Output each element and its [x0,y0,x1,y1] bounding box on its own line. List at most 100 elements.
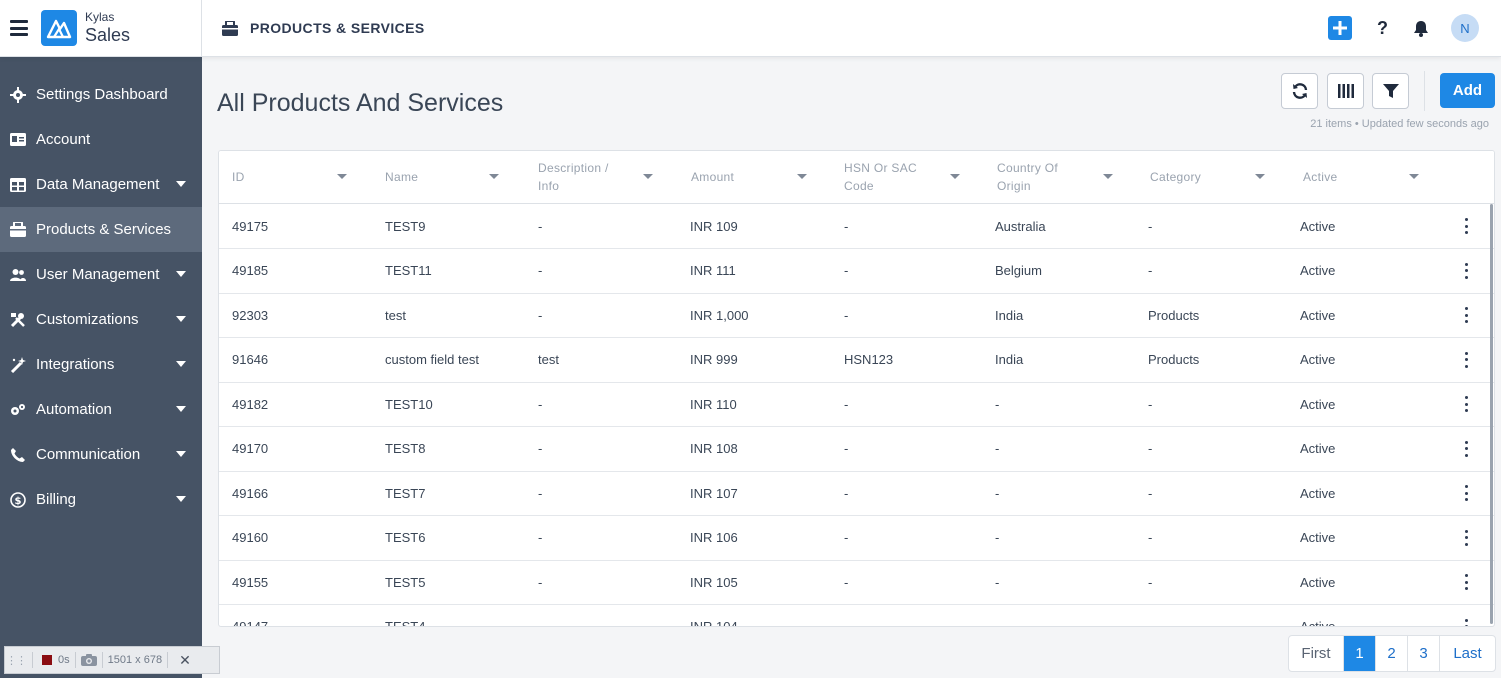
recorder-divider [32,652,33,668]
sort-caret-icon[interactable] [797,151,807,204]
refresh-icon [1292,83,1307,99]
table-cell[interactable]: TEST9 [385,218,426,234]
column-header[interactable]: Amount [691,151,816,204]
table-row[interactable]: 91646 custom field test test INR 999 HSN123 I… [219,338,1494,383]
table-row[interactable]: 92303 test - INR 1,000 - India Products Active [219,293,1494,338]
sidebar-item-billing[interactable]: $ Billing [0,477,202,522]
sidebar-item-label: Account [36,131,91,148]
table-row[interactable]: 49147 TEST4 - INR 104 - - - Active [219,605,1494,627]
table-row[interactable]: 49175 TEST9 - INR 109 - Australia - Active [219,204,1494,249]
stop-record-icon[interactable] [42,655,52,665]
column-header-label: Active [1303,169,1338,184]
chevron-down-icon[interactable] [176,361,186,367]
column-header[interactable]: HSN Or SAC Code [844,151,969,204]
brand-bottom: Sales [85,24,131,45]
sort-caret-icon[interactable] [1103,151,1113,204]
row-actions-icon[interactable] [1459,529,1473,546]
row-actions-icon[interactable] [1459,307,1473,323]
table-row[interactable]: 49160 TEST6 - INR 106 - - - Active [219,516,1494,561]
user-avatar[interactable]: N [1451,14,1479,42]
table-cell[interactable]: TEST10 [385,396,433,412]
bell-icon[interactable] [1413,20,1429,37]
column-header[interactable]: Category [1150,151,1275,204]
table-cell[interactable]: TEST6 [385,530,426,545]
drag-handle-icon[interactable]: ⋮⋮ [6,654,27,667]
sidebar-item-customizations[interactable]: Customizations [0,297,202,342]
table-cell: Products [1148,352,1200,367]
chevron-down-icon[interactable] [176,271,186,277]
row-actions-icon[interactable] [1459,218,1473,234]
column-header[interactable]: ID [232,151,357,204]
chevron-down-icon[interactable] [176,406,186,412]
column-header[interactable]: Active [1303,151,1428,204]
sidebar-item-settings-dashboard[interactable]: Settings Dashboard [0,72,202,117]
chevron-down-icon[interactable] [176,451,186,457]
table-cell[interactable]: TEST8 [385,441,426,456]
table-cell[interactable]: test [385,307,406,323]
table-cell: Active [1300,619,1336,627]
pagination-first[interactable]: First [1289,636,1344,671]
add-button[interactable]: Add [1440,73,1495,108]
chevron-down-icon[interactable] [176,316,186,322]
sort-caret-icon[interactable] [950,151,960,204]
column-header[interactable]: Description / Info [538,151,663,204]
row-actions-icon[interactable] [1459,574,1473,590]
sidebar-item-integrations[interactable]: Integrations [0,342,202,387]
sort-caret-icon[interactable] [643,151,653,204]
sidebar-item-label: Billing [36,491,77,508]
help-icon[interactable]: ? [1377,17,1388,38]
sort-caret-icon[interactable] [489,151,499,204]
pagination: First 1 2 3 Last [1288,635,1496,672]
filter-button[interactable] [1372,73,1409,109]
table-cell[interactable]: TEST11 [385,263,432,278]
row-actions-icon[interactable] [1459,485,1473,501]
pagination-page-2[interactable]: 2 [1376,636,1408,671]
table-row[interactable]: 49182 TEST10 - INR 110 - - - Active [219,382,1494,427]
pagination-last[interactable]: Last [1453,645,1482,662]
pagination-page-1[interactable]: 1 [1344,636,1376,671]
column-header[interactable]: Name [385,151,510,204]
sidebar-item-label: Communication [36,446,141,463]
caret-down-icon [337,174,347,179]
sidebar-item-data-management[interactable]: Data Management [0,162,202,207]
hamburger-menu-icon[interactable] [10,20,28,36]
row-actions-icon[interactable] [1459,351,1473,368]
table-row[interactable]: 49170 TEST8 - INR 108 - - - Active [219,427,1494,472]
row-actions-icon[interactable] [1459,440,1473,457]
columns-button[interactable] [1327,73,1364,109]
table-row[interactable]: 49185 TEST11 - INR 111 - Belgium - Active [219,249,1494,294]
sort-caret-icon[interactable] [337,151,347,204]
camera-icon[interactable] [80,654,97,666]
table-cell[interactable]: TEST4 [385,619,426,627]
sidebar-item-user-management[interactable]: User Management [0,252,202,297]
column-header-label: Category [1150,169,1202,184]
row-actions-icon[interactable] [1459,396,1473,412]
sidebar-item-communication[interactable]: Communication [0,432,202,477]
top-header: Kylas Sales PRODUCTS & SERVICES ? N [0,0,1501,57]
table-scrollbar[interactable] [1490,204,1493,624]
table-cell[interactable]: TEST7 [385,485,426,501]
chevron-down-icon[interactable] [176,181,186,187]
brand-top: Kylas [85,9,115,24]
row-actions-icon[interactable] [1459,262,1473,279]
refresh-button[interactable] [1281,73,1318,109]
sidebar-item-products-services[interactable]: Products & Services [0,207,202,252]
table-cell[interactable]: custom field test [385,352,479,367]
sort-caret-icon[interactable] [1255,151,1265,204]
column-header[interactable]: Country Of Origin [997,151,1122,204]
kylas-logo[interactable] [41,10,77,46]
table-cell: - [995,441,1000,456]
sort-caret-icon[interactable] [1409,151,1419,204]
pagination-page-3[interactable]: 3 [1408,636,1440,671]
sidebar-item-automation[interactable]: Automation [0,387,202,432]
sidebar-item-account[interactable]: Account [0,117,202,162]
quick-add-button[interactable] [1328,16,1352,40]
row-actions-icon[interactable] [1459,618,1473,626]
table-cell: Active [1300,396,1336,412]
table-cell[interactable]: TEST5 [385,574,426,590]
table-row[interactable]: 49166 TEST7 - INR 107 - - - Active [219,471,1494,516]
chevron-down-icon[interactable] [176,496,186,502]
sidebar-item-label: User Management [36,266,160,283]
table-row[interactable]: 49155 TEST5 - INR 105 - - - Active [219,560,1494,605]
close-icon[interactable]: ✕ [179,651,191,668]
